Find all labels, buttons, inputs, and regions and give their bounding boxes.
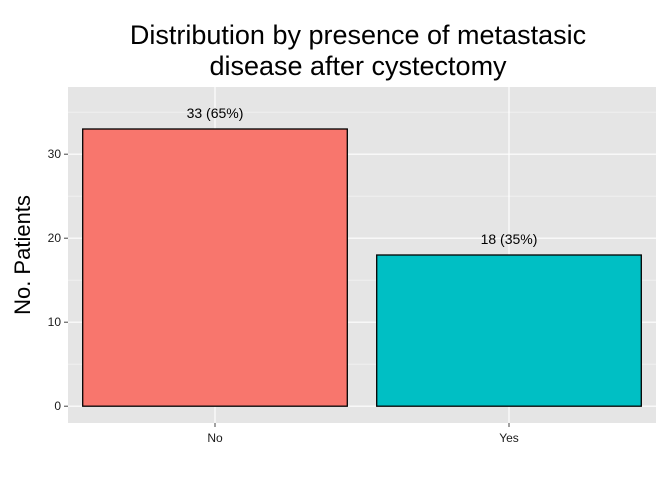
data-label-no: 33 (65%) [187,105,244,121]
x-tick-label: Yes [499,431,519,445]
plot-area: 0 10 20 30 33 (65%) 18 (35%) No Yes [48,87,656,445]
bar-no [82,128,348,407]
data-label-yes: 18 (35%) [481,231,538,247]
y-tick-label: 30 [48,147,62,161]
y-axis-label: No. Patients [10,195,35,315]
chart-title-line-2: disease after cystectomy [209,51,507,81]
y-tick-label: 10 [48,315,62,329]
chart-title-line-1: Distribution by presence of metastasic [130,20,586,50]
bar-yes [376,254,642,407]
x-tick-label: No [207,431,223,445]
y-tick-label: 20 [48,231,62,245]
y-tick-label: 0 [54,399,61,413]
